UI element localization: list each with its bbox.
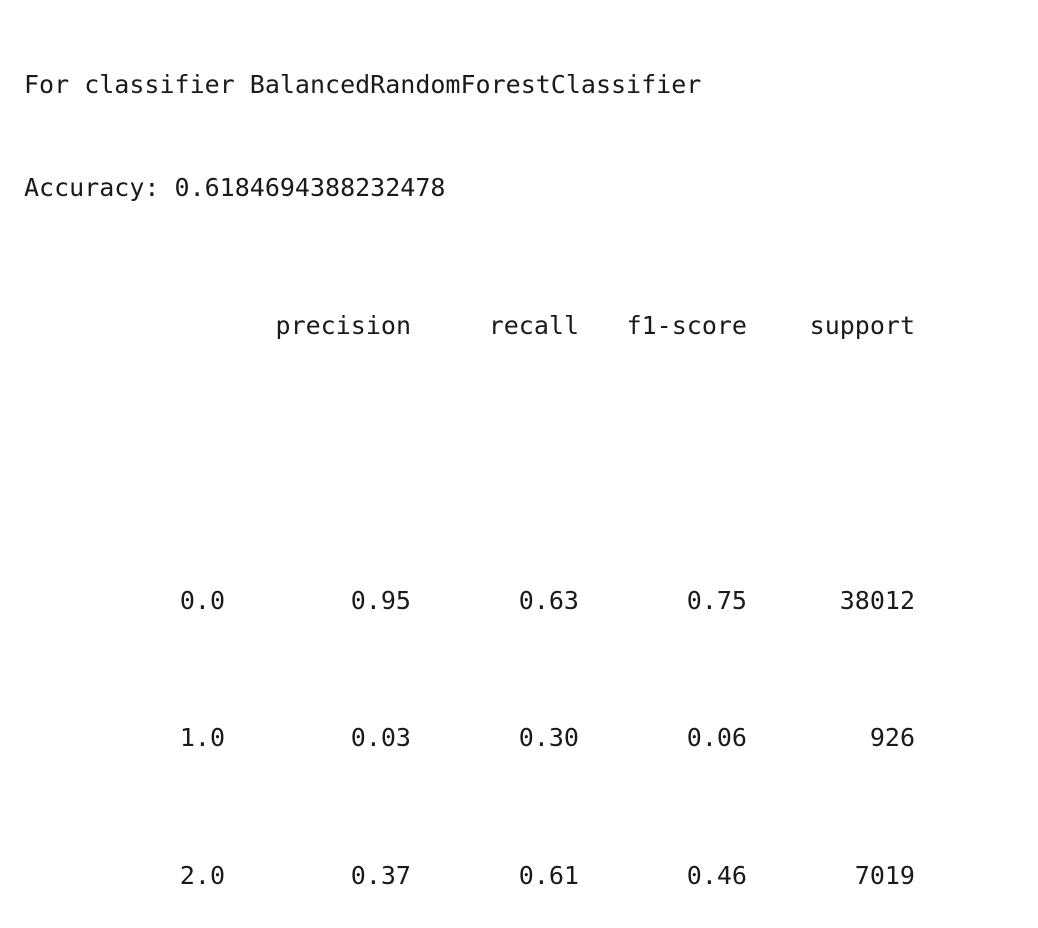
column-header-f1-score: f1-score [626, 310, 747, 340]
precision-value: 0.95 [350, 585, 411, 615]
column-header-recall: recall [488, 310, 579, 340]
column-header-precision: precision [275, 310, 411, 340]
f1-score-value: 0.75 [686, 585, 747, 615]
recall-value: 0.30 [518, 723, 579, 753]
table-row: 2.0 0.37 0.61 0.46 7019 [24, 859, 915, 893]
support-value: 926 [869, 723, 915, 753]
recall-value: 0.63 [518, 585, 579, 615]
f1-score-value: 0.46 [686, 861, 747, 891]
support-value: 38012 [839, 585, 915, 615]
recall-value: 0.61 [518, 861, 579, 891]
row-label: 0.0 [179, 585, 225, 615]
row-label: 2.0 [179, 861, 225, 891]
table-row: 1.0 0.03 0.30 0.06 926 [24, 721, 915, 755]
classification-report-output: For classifier BalancedRandomForestClass… [24, 0, 915, 928]
row-label: 1.0 [179, 723, 225, 753]
precision-value: 0.37 [350, 861, 411, 891]
accuracy-line: Accuracy: 0.6184694388232478 [24, 173, 446, 203]
classifier-line: For classifier BalancedRandomForestClass… [24, 69, 702, 99]
report-header-row: precision recall f1-score support [24, 309, 915, 343]
f1-score-value: 0.06 [686, 723, 747, 753]
column-header-support: support [809, 310, 915, 340]
table-row: 0.0 0.95 0.63 0.75 38012 [24, 584, 915, 618]
blank-line [24, 446, 915, 480]
support-value: 7019 [854, 861, 915, 891]
precision-value: 0.03 [350, 723, 411, 753]
